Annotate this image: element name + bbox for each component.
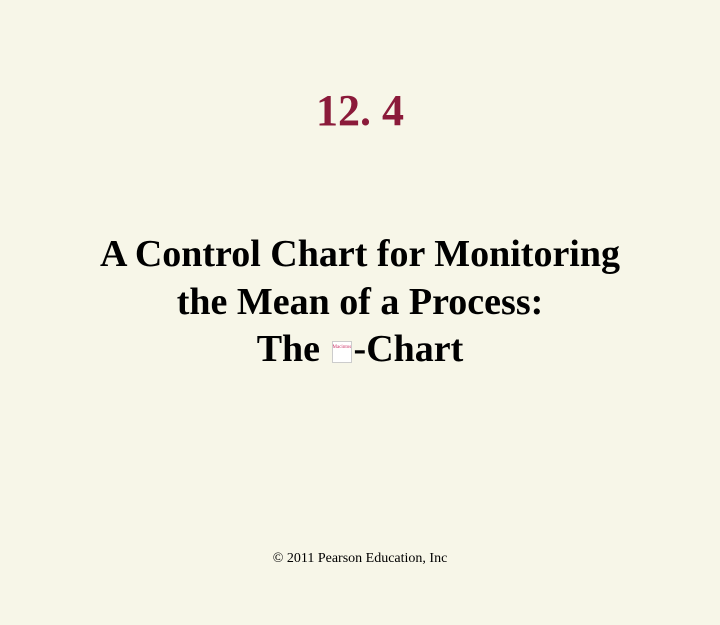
section-number: 12. 4	[0, 85, 720, 136]
title-line-2: the Mean of a Process:	[50, 279, 670, 327]
title-prefix: The	[257, 328, 330, 370]
title-line-1: A Control Chart for Monitoring	[50, 231, 670, 279]
title-suffix: -Chart	[354, 328, 464, 370]
title-line-3: The Macintosh PICT image format is not s…	[257, 326, 464, 374]
broken-image-icon: Macintosh PICT image format is not suppo…	[332, 341, 352, 363]
copyright-text: © 2011 Pearson Education, Inc	[0, 551, 720, 567]
slide-title: A Control Chart for Monitoring the Mean …	[0, 231, 720, 374]
